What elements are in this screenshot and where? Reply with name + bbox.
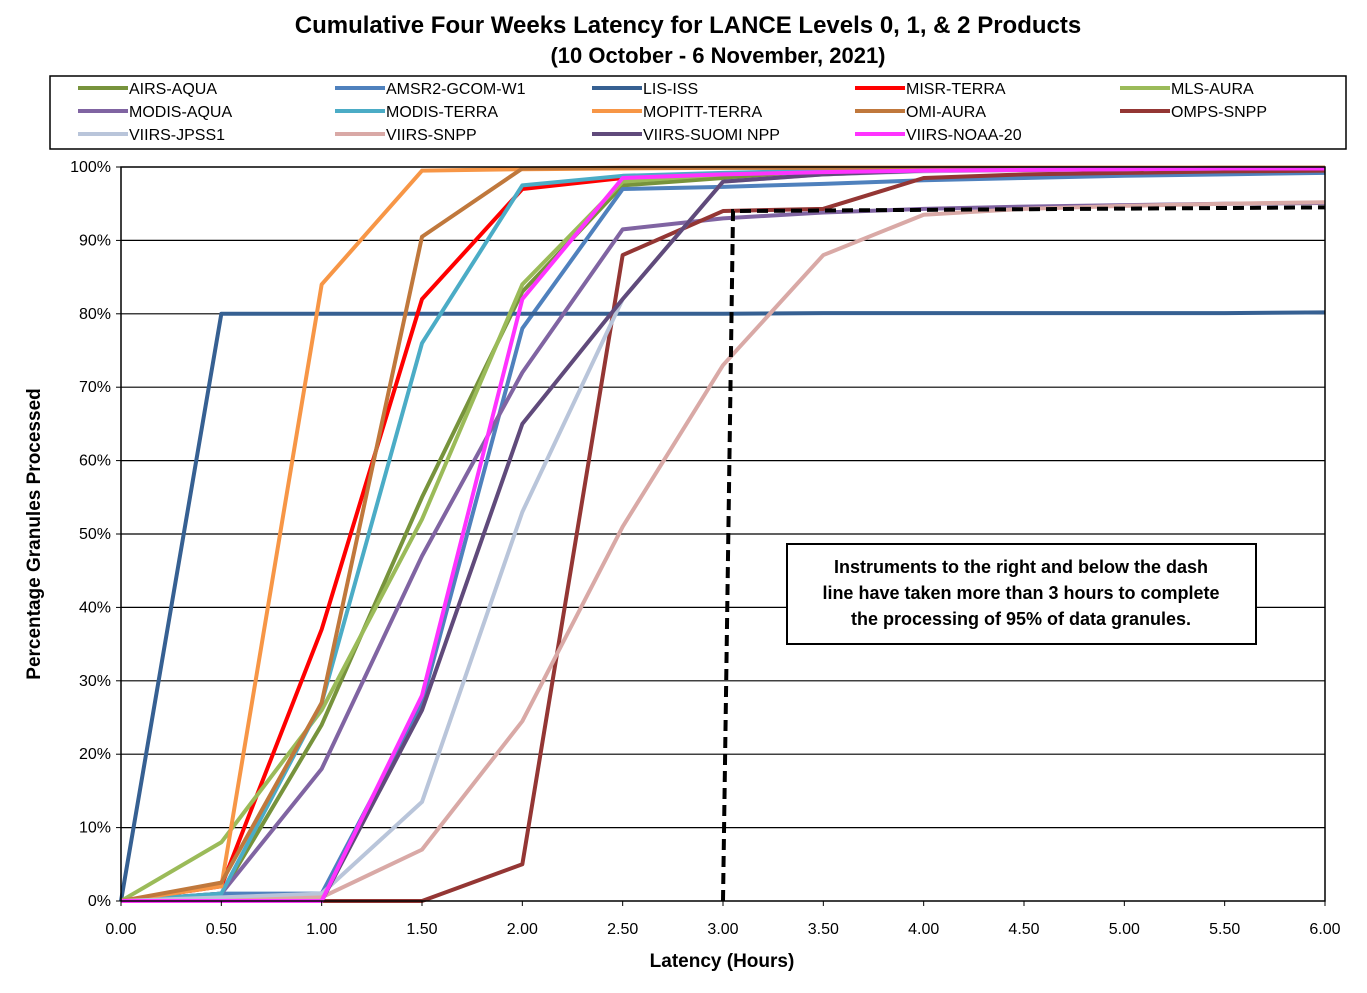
y-tick-label: 60%	[79, 453, 111, 470]
y-axis-ticks: 0% 10% 20% 30% 40% 50% 60% 70% 80% 90% 100%	[70, 159, 121, 910]
legend-label-omi-aura: OMI-AURA	[906, 104, 986, 121]
x-tick-label: 0.50	[206, 921, 237, 938]
legend-label-modis-aqua: MODIS-AQUA	[129, 104, 232, 121]
legend-label-airs-aqua: AIRS-AQUA	[129, 81, 217, 98]
legend-label-viirs-jpss1: VIIRS-JPSS1	[129, 127, 225, 144]
series-line-lis-iss	[119, 310, 1326, 902]
y-tick-label: 30%	[79, 673, 111, 690]
x-tick-label: 2.50	[607, 921, 638, 938]
y-tick-label: 100%	[70, 159, 111, 176]
x-tick-label: 2.00	[507, 921, 538, 938]
legend-label-viirs-snpp: VIIRS-SNPP	[386, 127, 477, 144]
x-axis-label: Latency (Hours)	[650, 951, 795, 972]
threshold-dashed-line	[721, 205, 1326, 902]
legend-label-modis-terra: MODIS-TERRA	[386, 104, 498, 121]
legend-label-omps-snpp: OMPS-SNPP	[1171, 104, 1267, 121]
legend-label-viirs-noaa-20: VIIRS-NOAA-20	[906, 127, 1022, 144]
x-tick-label: 4.50	[1008, 921, 1039, 938]
x-tick-label: 5.50	[1209, 921, 1240, 938]
y-tick-label: 0%	[88, 893, 111, 910]
y-tick-label: 10%	[79, 820, 111, 837]
y-axis-label: Percentage Granules Processed	[24, 388, 45, 679]
legend-label-mopitt-terra: MOPITT-TERRA	[643, 104, 762, 121]
x-tick-label: 4.00	[908, 921, 939, 938]
y-tick-label: 70%	[79, 379, 111, 396]
x-tick-label: 0.00	[105, 921, 136, 938]
y-tick-label: 20%	[79, 746, 111, 763]
chart-title: Cumulative Four Weeks Latency for LANCE …	[295, 12, 1081, 39]
x-tick-label: 6.00	[1309, 921, 1340, 938]
legend-label-lis-iss: LIS-ISS	[643, 81, 698, 98]
legend: AIRS-AQUA AMSR2-GCOM-W1 LIS-ISS MISR-TERRA M…	[78, 81, 1267, 144]
x-tick-label: 3.50	[808, 921, 839, 938]
y-tick-label: 40%	[79, 599, 111, 616]
chart-subtitle: (10 October - 6 November, 2021)	[550, 43, 885, 68]
legend-label-amsr2-gcom-w1: AMSR2-GCOM-W1	[386, 81, 526, 98]
annotation-box	[786, 543, 1257, 645]
annotation-line-3: the processing of 95% of data granules.	[851, 609, 1191, 629]
annotation-line-1: Instruments to the right and below the d…	[834, 557, 1208, 577]
legend-label-viirs-suomi-npp: VIIRS-SUOMI NPP	[643, 127, 780, 144]
x-tick-label: 1.50	[406, 921, 437, 938]
y-tick-label: 80%	[79, 306, 111, 323]
x-axis-ticks: 0.00 0.50 1.00 1.50 2.00 2.50 3.00 3.50 4.00 4.50…	[105, 901, 1341, 938]
x-tick-label: 5.00	[1109, 921, 1140, 938]
y-tick-label: 50%	[79, 526, 111, 543]
x-tick-label: 1.00	[306, 921, 337, 938]
y-tick-label: 90%	[79, 232, 111, 249]
annotation-line-2: line have taken more than 3 hours to com…	[822, 583, 1219, 603]
x-tick-label: 3.00	[707, 921, 738, 938]
legend-label-misr-terra: MISR-TERRA	[906, 81, 1006, 98]
legend-label-mls-aura: MLS-AURA	[1171, 81, 1254, 98]
